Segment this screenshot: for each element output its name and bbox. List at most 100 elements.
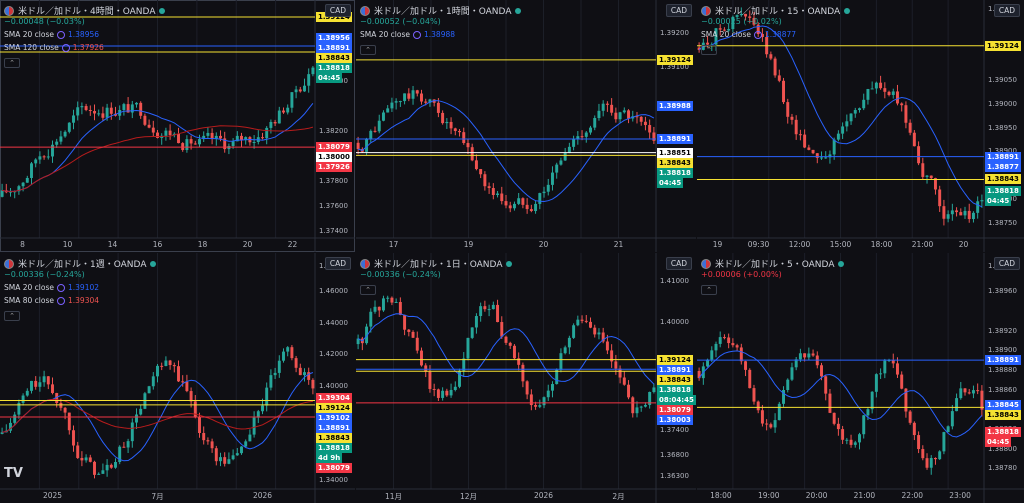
indicator-legend[interactable]: SMA 20 close 1.39102 bbox=[4, 283, 99, 292]
us-ca-flag-icon bbox=[360, 5, 370, 16]
currency-badge[interactable]: CAD bbox=[665, 4, 692, 17]
currency-badge[interactable]: CAD bbox=[665, 257, 692, 270]
candle-body bbox=[950, 210, 954, 215]
candle-body bbox=[206, 440, 210, 442]
chart-panel-2[interactable]: 1.39200 1.39100 17 19 20 21 1.39124 1.38988 1.38… bbox=[356, 0, 696, 252]
collapse-legend-button[interactable]: ⌃ bbox=[701, 45, 717, 55]
candle-body bbox=[172, 365, 176, 367]
chart-panel-1[interactable]: 1.386001.382001.378001.376001.3740081014… bbox=[0, 0, 355, 252]
symbol-title[interactable]: 米ドル／加ドル・4時間・OANDA bbox=[18, 7, 156, 17]
candle-body bbox=[798, 134, 802, 136]
collapse-legend-button[interactable]: ⌃ bbox=[4, 58, 20, 68]
indicator-legend[interactable]: SMA 20 close 1.38877 bbox=[701, 30, 796, 39]
candle-body bbox=[282, 110, 285, 113]
indicator-settings-icon[interactable] bbox=[57, 31, 65, 39]
chart-title: 米ドル／加ドル・4時間・OANDA bbox=[4, 4, 166, 17]
candle-body bbox=[862, 99, 866, 109]
candle-body bbox=[824, 157, 828, 159]
candle-body bbox=[555, 369, 559, 385]
candle-body bbox=[631, 397, 635, 414]
candle-body bbox=[811, 353, 815, 356]
candle-body bbox=[639, 406, 643, 408]
chart-canvas[interactable] bbox=[0, 253, 355, 503]
collapse-legend-button[interactable]: ⌃ bbox=[360, 45, 376, 55]
candle-body bbox=[942, 432, 946, 452]
indicator-settings-icon[interactable] bbox=[413, 31, 421, 39]
candle-body bbox=[231, 455, 235, 460]
time-tick: 2月 bbox=[612, 492, 625, 501]
candle-body bbox=[311, 67, 315, 75]
sma-line-2 bbox=[2, 398, 313, 433]
candle-body bbox=[122, 104, 126, 111]
price-tick: 1.39050 bbox=[988, 75, 1017, 84]
candle-body bbox=[722, 29, 726, 31]
candle-body bbox=[240, 446, 243, 454]
symbol-title[interactable]: 米ドル／加ドル・1時間・OANDA bbox=[374, 7, 512, 17]
chart-panel-5[interactable]: 1.41000 1.40000 1.37400 1.36800 1.36300 11月 12… bbox=[356, 253, 696, 503]
price-tick: 1.38950 bbox=[988, 123, 1017, 132]
candle-body bbox=[891, 91, 895, 95]
currency-badge[interactable]: CAD bbox=[993, 4, 1020, 17]
indicator-settings-icon[interactable] bbox=[57, 284, 65, 292]
symbol-title[interactable]: 米ドル／加ドル・15・OANDA bbox=[715, 7, 841, 17]
candle-body bbox=[294, 358, 298, 368]
collapse-legend-button[interactable]: ⌃ bbox=[701, 285, 717, 295]
time-tick: 17 bbox=[388, 240, 399, 249]
price-tick: 1.37400 bbox=[660, 426, 689, 435]
indicator-settings-icon[interactable] bbox=[57, 297, 65, 305]
candle-body bbox=[836, 133, 840, 140]
candle-body bbox=[398, 101, 402, 103]
candle-body bbox=[820, 157, 823, 159]
currency-badge[interactable]: CAD bbox=[993, 257, 1020, 270]
chart-canvas[interactable] bbox=[697, 253, 1024, 503]
indicator-legend[interactable]: SMA 80 close 1.39304 bbox=[4, 296, 99, 305]
candle-body bbox=[938, 189, 942, 207]
candle-body bbox=[921, 163, 925, 177]
candle-body bbox=[955, 398, 959, 412]
candle-body bbox=[290, 92, 294, 108]
candle-body bbox=[722, 337, 726, 339]
chart-canvas[interactable] bbox=[697, 0, 1024, 252]
symbol-title[interactable]: 米ドル／加ドル・1週・OANDA bbox=[18, 260, 147, 270]
indicator-legend[interactable]: SMA 120 close 1.37926 bbox=[4, 43, 104, 52]
symbol-title[interactable]: 米ドル／加ドル・1日・OANDA bbox=[374, 260, 503, 270]
candle-body bbox=[828, 393, 832, 413]
collapse-legend-button[interactable]: ⌃ bbox=[360, 285, 376, 295]
candle-body bbox=[496, 193, 500, 196]
chart-canvas[interactable] bbox=[356, 253, 696, 503]
candle-body bbox=[156, 132, 159, 138]
candle-body bbox=[853, 442, 857, 445]
candle-body bbox=[235, 135, 239, 142]
candle-body bbox=[381, 298, 385, 311]
indicator-legend[interactable]: SMA 20 close 1.38988 bbox=[360, 30, 455, 39]
time-tick: 15:00 bbox=[829, 240, 852, 249]
price-change: −0.00025 (−0.02%) bbox=[701, 17, 782, 26]
candle-body bbox=[151, 376, 155, 387]
candle-body bbox=[210, 441, 214, 449]
chart-panel-4[interactable]: 1.480001.460001.440001.420001.400001.360… bbox=[0, 253, 355, 503]
chart-panel-6[interactable]: 1.390001.389601.389201.389001.388801.388… bbox=[697, 253, 1024, 503]
candle-body bbox=[381, 112, 385, 121]
currency-badge[interactable]: CAD bbox=[324, 4, 351, 17]
price-tick: 1.38920 bbox=[988, 326, 1017, 335]
chart-panel-3[interactable]: 1.392001.390501.390001.389501.389001.388… bbox=[697, 0, 1024, 252]
currency-badge[interactable]: CAD bbox=[324, 257, 351, 270]
indicator-settings-icon[interactable] bbox=[754, 31, 762, 39]
chart-canvas[interactable] bbox=[356, 0, 696, 252]
candle-body bbox=[714, 28, 718, 45]
candle-body bbox=[298, 89, 302, 92]
candle-body bbox=[521, 364, 525, 382]
candle-body bbox=[866, 409, 870, 416]
candle-body bbox=[643, 404, 647, 407]
collapse-legend-button[interactable]: ⌃ bbox=[4, 311, 20, 321]
symbol-title[interactable]: 米ドル／加ドル・5・OANDA bbox=[715, 260, 835, 270]
candle-body bbox=[72, 115, 75, 123]
candle-body bbox=[80, 457, 84, 461]
indicator-settings-icon[interactable] bbox=[61, 44, 70, 52]
candle-body bbox=[193, 401, 197, 417]
chart-canvas[interactable] bbox=[0, 0, 355, 252]
us-ca-flag-icon bbox=[701, 258, 711, 269]
market-status-icon bbox=[506, 260, 513, 267]
candle-body bbox=[453, 386, 457, 390]
indicator-legend[interactable]: SMA 20 close 1.38956 bbox=[4, 30, 99, 39]
